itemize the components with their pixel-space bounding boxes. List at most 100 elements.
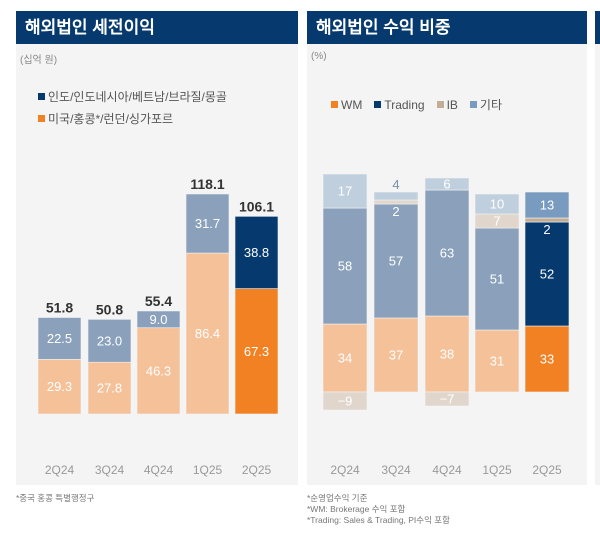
next-header	[595, 11, 600, 44]
footnote: *순영업수익 기준	[307, 493, 368, 503]
x-tick-label: 2Q25	[242, 463, 272, 477]
right-unit: (%)	[311, 51, 327, 62]
data-label: 7	[493, 214, 500, 229]
next-panel	[595, 11, 600, 485]
data-label: 58	[338, 259, 352, 274]
x-tick-label: 3Q24	[381, 463, 411, 477]
bar-segment	[474, 193, 520, 215]
data-label: 37	[389, 348, 403, 363]
legend-item-asia: 인도/인도네시아/베트남/브라질/몽골	[38, 86, 227, 108]
bar-segment	[136, 327, 181, 415]
legend-label: Trading	[384, 98, 425, 112]
data-label: 31.7	[195, 216, 220, 231]
legend-item-us: 미국/홍콩*/런던/싱가포르	[38, 108, 227, 130]
x-tick-label: 3Q24	[95, 463, 125, 477]
legend-swatch	[38, 93, 45, 100]
bar-segment	[373, 203, 419, 319]
left-legend: 인도/인도네시아/베트남/브라질/몽골 미국/홍콩*/런던/싱가포르	[38, 86, 227, 130]
data-label: 27.8	[97, 381, 122, 396]
bar-segment	[373, 191, 419, 201]
x-tick-label: 1Q25	[482, 463, 512, 477]
legend-label: IB	[446, 98, 458, 112]
total-label: 55.4	[145, 293, 172, 309]
data-label: 4	[392, 177, 399, 192]
x-tick-label: 2Q24	[45, 463, 75, 477]
bar-segment	[87, 361, 132, 415]
bar-segment	[322, 323, 368, 393]
bar-segment	[524, 191, 570, 219]
data-label: 38.8	[244, 245, 269, 260]
bar-segment	[424, 315, 470, 393]
bar-segment	[234, 288, 279, 415]
bar-segment	[373, 317, 419, 393]
legend-label: 인도/인도네시아/베트남/브라질/몽골	[48, 90, 227, 104]
bar-segment	[474, 227, 520, 331]
x-tick-label: 4Q24	[144, 463, 174, 477]
data-label: 13	[540, 198, 554, 213]
data-label: 33	[540, 352, 554, 367]
data-label: 51	[490, 272, 504, 287]
data-label: −9	[338, 394, 353, 409]
x-tick-label: 4Q24	[432, 463, 462, 477]
data-label: 2	[392, 204, 399, 219]
bar-segment	[524, 221, 570, 327]
legend-swatch	[469, 101, 477, 108]
data-label: 2	[543, 222, 550, 237]
right-footnotes: *순영업수익 기준 *WM: Brokerage 수익 포함 *Trading:…	[307, 493, 450, 526]
legend-item: WM	[331, 98, 362, 112]
data-label: −7	[440, 392, 455, 407]
data-label: 17	[338, 184, 352, 199]
bar-segment	[37, 317, 82, 360]
legend-swatch	[331, 101, 338, 108]
data-label: 57	[389, 254, 403, 269]
bar-segment	[37, 359, 82, 415]
data-label: 10	[490, 197, 504, 212]
total-label: 50.8	[96, 301, 123, 317]
bar-segment	[474, 329, 520, 393]
bar-segment	[322, 173, 368, 209]
data-label: 52	[540, 267, 554, 282]
data-label: 63	[440, 246, 454, 261]
bar-segment	[87, 319, 132, 363]
bar-segment	[136, 310, 181, 329]
left-footnote: *중국 홍콩 특별행정구	[16, 493, 95, 503]
total-label: 106.1	[239, 198, 274, 214]
bar-segment	[524, 325, 570, 393]
data-label: 23.0	[97, 333, 122, 348]
total-label: 118.1	[190, 176, 224, 192]
bar-segment	[185, 193, 230, 254]
legend-label: 미국/홍콩*/런던/싱가포르	[48, 112, 174, 126]
data-label: 86.4	[195, 326, 220, 341]
legend-item: IB	[436, 98, 458, 112]
right-legend: WM Trading IB 기타	[331, 96, 514, 113]
legend-swatch	[38, 115, 45, 122]
data-label: 31	[490, 354, 504, 369]
total-label: 51.8	[46, 299, 73, 315]
right-title: 해외법인 수익 비중	[307, 11, 587, 44]
bar-segment	[322, 207, 368, 325]
x-tick-label: 2Q24	[330, 463, 360, 477]
footnote: *WM: Brokerage 수익 포함	[307, 504, 406, 514]
bar-segment	[234, 216, 279, 289]
bar-segment	[322, 391, 368, 411]
footnote: *Trading: Sales & Trading, PI수익 포함	[307, 515, 450, 525]
legend-label: 기타	[479, 98, 503, 112]
data-label: 46.3	[146, 363, 171, 378]
data-label: 38	[440, 347, 454, 362]
data-label: 9.0	[149, 312, 167, 327]
x-tick-label: 2Q25	[532, 463, 562, 477]
bar-segment	[424, 189, 470, 317]
bar-segment	[424, 177, 470, 191]
data-label: 67.3	[244, 344, 269, 359]
x-tick-label: 1Q25	[193, 463, 223, 477]
legend-item: Trading	[374, 98, 425, 112]
legend-label: WM	[341, 98, 363, 112]
left-title: 해외법인 세전이익	[16, 11, 298, 44]
left-unit: (십억 원)	[20, 55, 58, 66]
bar-segment	[185, 252, 230, 415]
bar-segment	[424, 391, 470, 407]
legend-swatch	[374, 101, 382, 108]
legend-item: 기타	[469, 98, 503, 112]
data-label: 22.5	[47, 331, 72, 346]
